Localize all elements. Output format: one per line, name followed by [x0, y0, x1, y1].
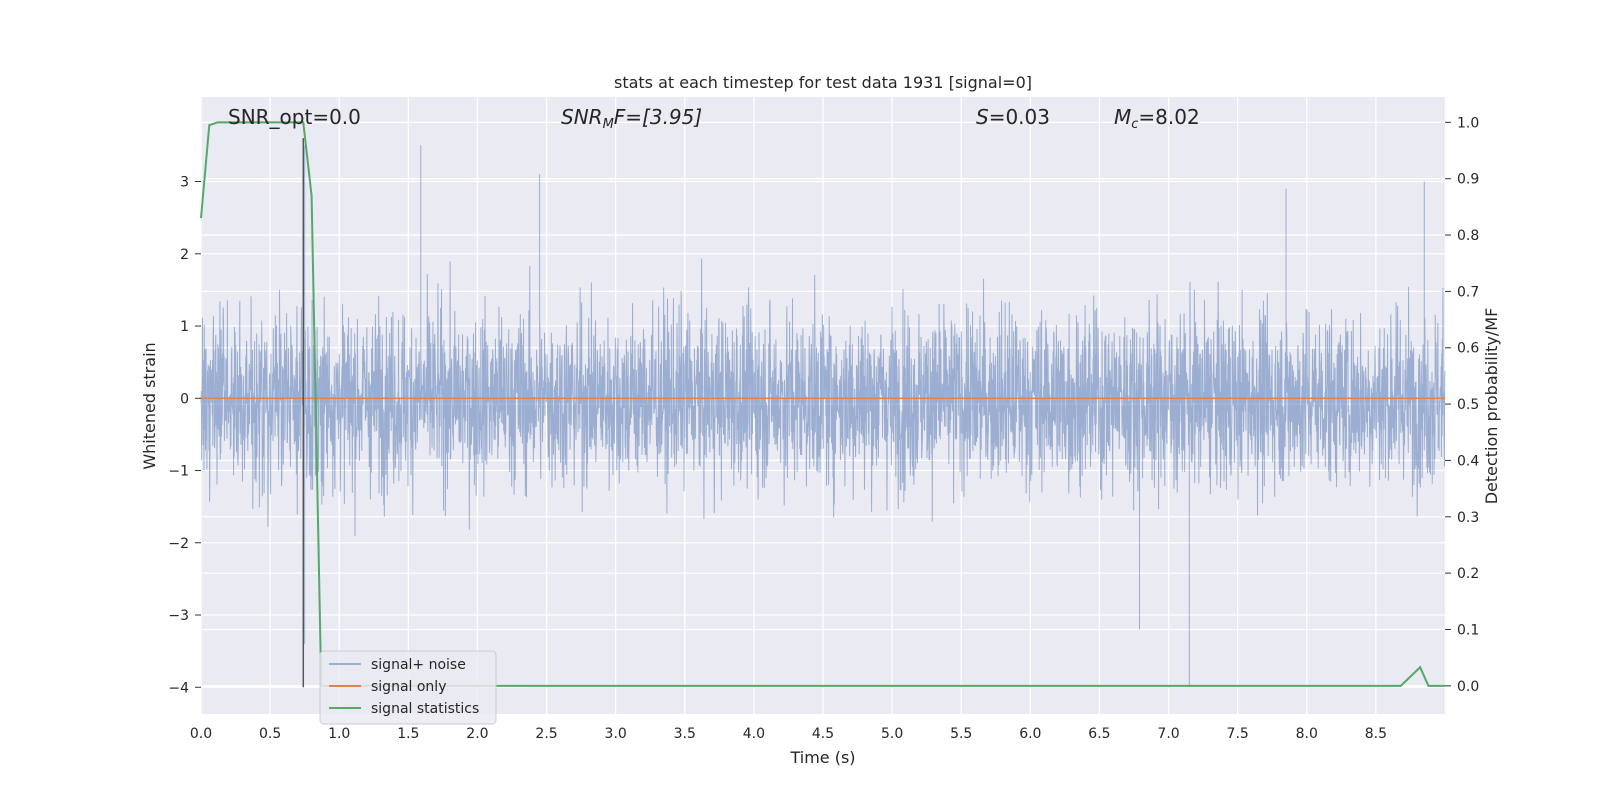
y-tick-label: −4 — [168, 680, 189, 696]
y-right-tick-label: 0.4 — [1457, 453, 1479, 469]
annotation-s: S=0.03 — [976, 105, 1050, 129]
y-axis-label: Whitened strain — [140, 342, 159, 469]
annotation-snr-mf: SNRMF=[3.95] — [561, 105, 702, 132]
series-signal-plus-noise — [200, 145, 1446, 688]
chart-title: stats at each timestep for test data 193… — [614, 73, 1032, 92]
x-axis-label: Time (s) — [789, 748, 855, 767]
x-tick-label: 4.0 — [743, 726, 765, 742]
x-tick-label: 8.0 — [1296, 726, 1318, 742]
y-right-tick-label: 0.7 — [1457, 284, 1479, 300]
y-right-tick-label: 1.0 — [1457, 115, 1479, 131]
y-right-tick-label: 0.2 — [1457, 566, 1479, 582]
y-right-tick-label: 0.8 — [1457, 228, 1479, 244]
x-tick-label: 2.0 — [466, 726, 488, 742]
y-tick-label: 3 — [180, 175, 189, 191]
x-tick-label: 2.5 — [535, 726, 557, 742]
x-tick-label: 8.5 — [1365, 726, 1387, 742]
legend: signal+ noise signal only signal statist… — [319, 650, 497, 725]
annotation-snr-opt: SNR_opt=0.0 — [228, 105, 361, 129]
legend-label-signal-statistics: signal statistics — [371, 701, 479, 717]
y-tick-label: −2 — [168, 536, 189, 552]
legend-box — [319, 650, 497, 725]
x-tick-label: 7.0 — [1157, 726, 1179, 742]
x-tick-label: 1.0 — [328, 726, 350, 742]
y-tick-label: 0 — [180, 391, 189, 407]
legend-label-signal-only: signal only — [371, 679, 446, 695]
legend-label-signal-plus-noise: signal+ noise — [371, 657, 466, 673]
y-tick-label: −1 — [168, 464, 189, 480]
x-tick-label: 0.0 — [190, 726, 212, 742]
tick-labels: 0.0 0.5 1.0 1.5 2.0 2.5 3.0 3.5 4.0 4.5 5.0 5.5 6.0 6… — [168, 115, 1479, 742]
y-right-tick-label: 0.0 — [1457, 679, 1479, 695]
signal-plus-noise-line — [200, 145, 1446, 688]
x-tick-label: 3.5 — [674, 726, 696, 742]
y-right-tick-label: 0.6 — [1457, 341, 1479, 357]
y-axis-right-label: Detection probability/MF — [1482, 308, 1501, 505]
x-tick-label: 1.5 — [397, 726, 419, 742]
y-right-tick-label: 0.9 — [1457, 172, 1479, 188]
y-right-tick-label: 0.1 — [1457, 622, 1479, 638]
x-tick-label: 0.5 — [259, 726, 281, 742]
annotation-mc: Mc=8.02 — [1114, 105, 1200, 132]
x-tick-label: 3.0 — [605, 726, 627, 742]
x-tick-label: 4.5 — [812, 726, 834, 742]
y-right-tick-label: 0.3 — [1457, 510, 1479, 526]
x-tick-label: 7.5 — [1227, 726, 1249, 742]
x-tick-label: 5.5 — [950, 726, 972, 742]
y-tick-label: 1 — [180, 319, 189, 335]
y-tick-label: −3 — [168, 608, 189, 624]
x-tick-label: 6.0 — [1019, 726, 1041, 742]
y-right-tick-label: 0.5 — [1457, 397, 1479, 413]
x-tick-label: 5.0 — [881, 726, 903, 742]
x-tick-label: 6.5 — [1088, 726, 1110, 742]
y-tick-label: 2 — [180, 247, 189, 263]
